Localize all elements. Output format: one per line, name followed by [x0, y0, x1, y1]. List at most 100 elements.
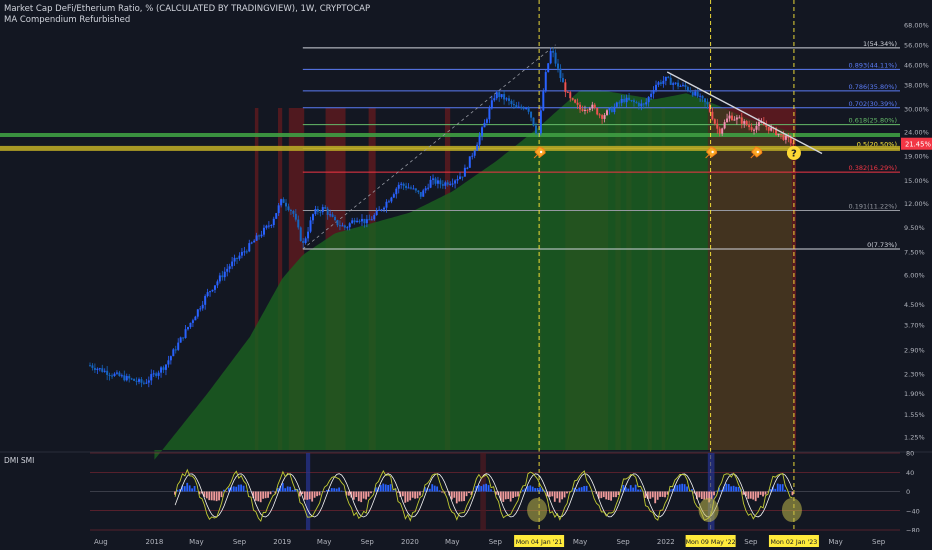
candle-body — [610, 108, 613, 113]
osc-histogram-bar — [223, 489, 225, 492]
candle-body — [642, 103, 645, 105]
osc-tick-label: −40 — [906, 507, 920, 515]
osc-histogram-bar — [485, 483, 488, 492]
candle-body — [270, 225, 273, 227]
osc-histogram-bar — [193, 485, 196, 492]
candle-body — [297, 219, 300, 228]
candle-body — [213, 285, 216, 290]
candle-body — [260, 234, 263, 237]
candle-body — [245, 251, 248, 253]
candle-body — [547, 63, 550, 73]
osc-histogram-bar — [379, 485, 382, 492]
candle-body — [745, 121, 748, 126]
osc-histogram-bar — [490, 489, 492, 492]
candle-body — [549, 50, 552, 64]
y-tick-label: 12.00% — [904, 200, 929, 208]
osc-histogram-bar — [691, 489, 693, 492]
candle-body — [508, 98, 511, 101]
candle-body — [370, 219, 373, 221]
osc-histogram-bar — [548, 491, 551, 497]
candle-body — [647, 96, 650, 103]
candle-body — [191, 320, 194, 323]
osc-histogram-bar — [580, 487, 583, 492]
candle-body — [655, 84, 658, 91]
osc-histogram-bar — [673, 485, 676, 492]
osc-histogram-bar — [262, 491, 265, 499]
candle-body — [493, 98, 496, 101]
fib-label: 0.618(25.80%) — [849, 117, 897, 125]
candle-body — [779, 133, 782, 135]
candle-body — [365, 219, 368, 224]
osc-histogram-bar — [455, 491, 458, 504]
date-highlight-label: Mon 09 May '22 — [686, 539, 736, 546]
x-tick-label: Sep — [361, 538, 375, 546]
osc-histogram-bar — [499, 491, 502, 501]
candle-body — [314, 209, 317, 215]
osc-histogram-bar — [225, 491, 228, 493]
osc-histogram-bar — [507, 491, 510, 499]
osc-histogram-bar — [725, 483, 728, 492]
candle-body — [228, 266, 231, 269]
date-highlight-box — [685, 535, 736, 547]
osc-histogram-bar — [325, 489, 328, 492]
osc-histogram-bar — [191, 488, 194, 492]
osc-histogram-bar — [340, 490, 343, 492]
fib-label: 0.382(16.29%) — [849, 164, 897, 172]
candle-body — [267, 225, 270, 227]
osc-histogram-bar — [472, 490, 475, 492]
candle-body — [530, 111, 533, 118]
rocket-window — [539, 150, 543, 154]
candle-body — [527, 107, 530, 112]
candle-body — [645, 102, 648, 105]
x-tick-label: May — [317, 538, 331, 546]
candle-body — [596, 107, 599, 115]
candle-body — [485, 119, 488, 123]
candle-body — [733, 119, 736, 121]
candle-body — [456, 179, 459, 181]
osc-histogram-bar — [362, 491, 365, 499]
candle-body — [652, 90, 655, 94]
candle-body — [351, 220, 354, 224]
rocket-shape — [705, 146, 718, 159]
osc-histogram-bar — [450, 491, 453, 500]
candle-body — [172, 349, 175, 357]
candle-body — [130, 378, 133, 380]
candle-body — [123, 375, 126, 381]
osc-histogram-bar — [568, 491, 571, 493]
candle-body — [691, 92, 694, 96]
x-tick-label: May — [828, 538, 842, 546]
candle-body — [250, 242, 253, 244]
osc-histogram-bar — [477, 484, 480, 492]
candle-body — [586, 109, 589, 111]
osc-histogram-bar — [678, 484, 681, 492]
candle-body — [243, 251, 246, 253]
osc-histogram-bar — [551, 491, 554, 497]
osc-histogram-bar — [544, 490, 546, 492]
osc-histogram-bar — [627, 488, 630, 492]
osc-histogram-bar — [671, 488, 674, 492]
y-tick-label: 24.00% — [904, 129, 929, 137]
y-tick-label: 30.00% — [904, 106, 929, 114]
candle-body — [615, 102, 618, 107]
candle-body — [400, 183, 403, 185]
osc-histogram-bar — [276, 488, 279, 492]
osc-histogram-bar — [338, 487, 341, 492]
osc-histogram-bar — [242, 485, 245, 492]
candle-body — [583, 109, 586, 111]
osc-histogram-bar — [404, 491, 407, 503]
candle-body — [738, 117, 741, 119]
candle-body — [601, 115, 604, 119]
osc-histogram-bar — [392, 490, 394, 492]
candle-body — [419, 192, 422, 197]
candle-body — [701, 95, 704, 99]
candle-body — [427, 187, 430, 189]
candle-body — [466, 167, 469, 169]
osc-histogram-bar — [357, 491, 360, 502]
date-highlight-label: Mon 02 Jan '23 — [771, 539, 818, 546]
candle-body — [510, 100, 513, 104]
osc-histogram-bar — [605, 491, 608, 500]
candle-body — [782, 134, 785, 140]
osc-histogram-bar — [323, 491, 326, 493]
osc-histogram-bar — [676, 485, 679, 492]
